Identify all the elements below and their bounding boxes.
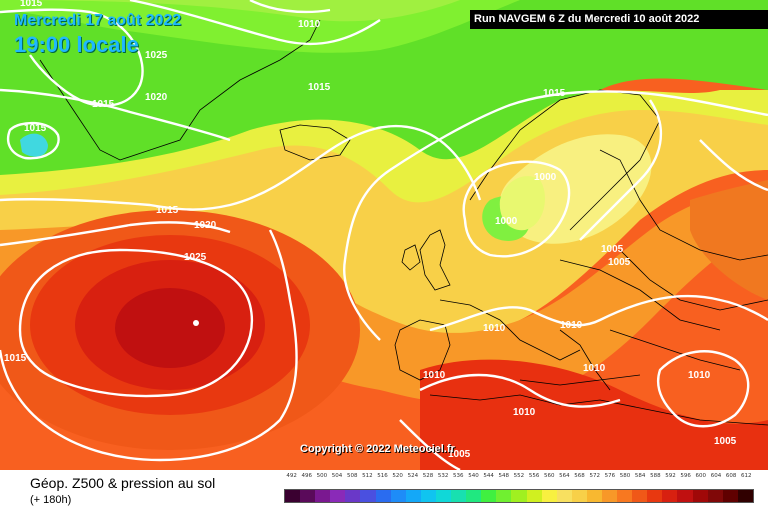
isobar-label: 1025	[145, 50, 168, 61]
scale-swatch	[420, 490, 436, 502]
scale-tick-label: 592	[665, 473, 676, 479]
scale-tick-label: 520	[392, 473, 403, 479]
scale-tick-label: 552	[513, 473, 525, 479]
scale-tick-label: 512	[362, 473, 373, 479]
scale-swatch	[375, 490, 391, 502]
scale-swatch	[496, 490, 512, 502]
isobar-label: 1010	[483, 323, 506, 334]
copyright-notice: Copyright © 2022 Meteociel.fr	[300, 443, 455, 455]
scale-tick-label: 608	[725, 473, 737, 479]
scale-swatch	[300, 490, 316, 502]
scale-swatch	[601, 490, 618, 502]
scale-tick-label: 560	[543, 473, 555, 479]
scale-tick-label: 556	[528, 473, 540, 479]
scale-tick-label: 564	[559, 473, 570, 479]
color-scale-bar	[284, 489, 754, 503]
scale-swatch	[285, 490, 301, 502]
scale-swatch	[647, 490, 663, 502]
isobar-label: 1015	[308, 82, 331, 93]
isobar-label: 1025	[184, 252, 207, 263]
isobar-label: 1015	[543, 88, 566, 99]
scale-tick-label: 572	[589, 473, 600, 479]
isobar-label: 1005	[601, 244, 624, 255]
map-canvas: 1015 1010 1025 1020 1015 1015 1015 1015 …	[0, 0, 768, 470]
scale-tick-label: 584	[634, 473, 646, 479]
map-product-title: Géop. Z500 & pression au sol	[30, 475, 216, 491]
isobar-label: 1000	[495, 216, 518, 227]
scale-tick-label: 548	[498, 473, 510, 479]
scale-swatch	[737, 490, 753, 502]
scale-swatch	[541, 490, 557, 502]
scale-tick-label: 528	[422, 473, 434, 479]
scale-tick-label: 612	[741, 473, 752, 479]
scale-tick-label: 600	[695, 473, 707, 479]
scale-swatch	[405, 490, 421, 502]
forecast-date: Mercredi 17 août 2022	[14, 12, 182, 29]
isobar-label: 1010	[513, 407, 536, 418]
isobar-label: 1005	[608, 257, 631, 268]
scale-swatch	[617, 490, 633, 502]
scale-tick-label: 576	[604, 473, 616, 479]
scale-swatch	[360, 490, 376, 502]
scale-swatch	[662, 490, 678, 502]
scale-tick-label: 508	[346, 473, 358, 479]
scale-swatch	[632, 490, 648, 502]
isobar-label: 1005	[448, 449, 471, 460]
scale-swatch	[586, 490, 602, 502]
scale-tick-label: 568	[574, 473, 585, 479]
scale-swatch	[345, 490, 361, 502]
forecast-time: 19:00 locale	[14, 32, 139, 57]
scale-tick-label: 596	[680, 473, 691, 479]
scale-swatch	[556, 490, 572, 502]
weather-map: 1015 1010 1025 1020 1015 1015 1015 1015 …	[0, 0, 768, 470]
scale-tick-label: 588	[650, 473, 661, 479]
scale-swatch	[692, 490, 708, 502]
scale-tick-label: 540	[468, 473, 479, 479]
scale-tick-label: 580	[619, 473, 631, 479]
scale-swatch	[526, 490, 542, 502]
forecast-lead-time: (+ 180h)	[30, 494, 72, 506]
scale-tick-label: 500	[316, 473, 328, 479]
scale-swatch	[466, 490, 482, 502]
scale-swatch	[722, 490, 738, 502]
scale-tick-label: 532	[437, 473, 449, 479]
isobar-label: 1010	[560, 320, 583, 331]
legend-footer: Géop. Z500 & pression au sol (+ 180h) 49…	[0, 470, 768, 512]
scale-swatch	[435, 490, 452, 502]
isobar-label: 1015	[20, 0, 43, 9]
isobar-label: 1010	[298, 19, 321, 30]
scale-tick-label: 544	[483, 473, 494, 479]
scale-swatch	[330, 490, 346, 502]
isobar-label: 1005	[714, 436, 737, 447]
isobar-label: 1020	[194, 220, 217, 231]
isobar-labels: 1015 1010 1025 1020 1015 1015 1015 1015 …	[4, 0, 737, 460]
scale-tick-label: 524	[407, 473, 419, 479]
color-scale-ticks: 492 496 500 504 508 512 516 520 524 528 532 536 540 5…	[284, 473, 754, 483]
scale-tick-label: 604	[710, 473, 722, 479]
isobar-label: 1015	[156, 205, 179, 216]
scale-swatch	[481, 490, 497, 502]
isobar-label: 1010	[688, 370, 711, 381]
scale-swatch	[511, 490, 527, 502]
model-run-info: Run NAVGEM 6 Z du Mercredi 10 août 2022	[470, 10, 768, 29]
scale-tick-label: 516	[377, 473, 388, 479]
scale-tick-label: 536	[453, 473, 464, 479]
scale-swatch	[451, 490, 467, 502]
scale-swatch	[707, 490, 723, 502]
scale-swatch	[390, 490, 406, 502]
scale-tick-label: 492	[286, 473, 297, 479]
scale-tick-label: 504	[331, 473, 343, 479]
isobar-label: 1010	[583, 363, 606, 374]
isobar-label: 1000	[534, 172, 557, 183]
scale-swatch	[677, 490, 693, 502]
isobar-label: 1015	[92, 99, 115, 110]
scale-tick-label: 496	[301, 473, 312, 479]
scale-swatch	[315, 490, 331, 502]
isobar-label: 1015	[4, 353, 27, 364]
isobar-label: 1020	[145, 92, 168, 103]
isobar-label: 1010	[423, 370, 446, 381]
isobar-label: 1015	[24, 123, 47, 134]
scale-swatch	[571, 490, 587, 502]
